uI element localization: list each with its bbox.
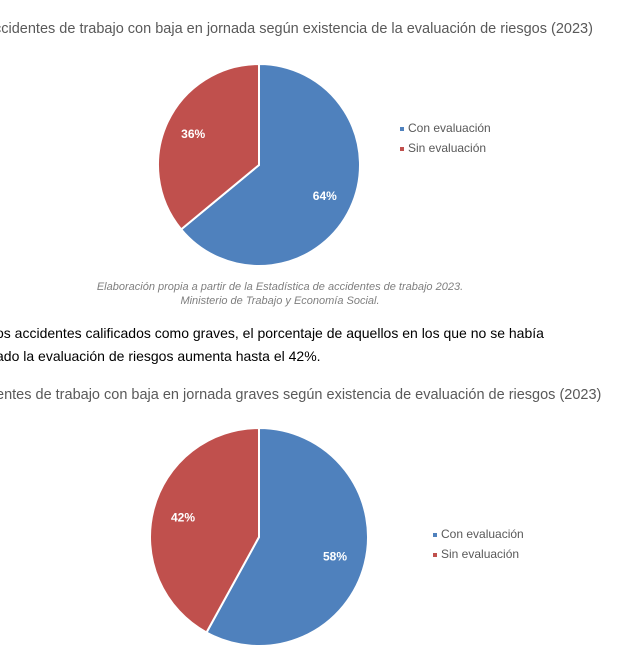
pie-2-legend-marker: [433, 553, 437, 557]
pie-1-data-label: 64%: [313, 189, 337, 203]
pie-2-legend-marker: [433, 533, 437, 537]
paragraph-line-2: ado la evaluación de riesgos aumenta has…: [0, 348, 321, 364]
pie-2-slice-con-evaluacion: [205, 426, 369, 647]
pie-2-data-label: 42%: [171, 510, 195, 524]
pie-1-legend-label: Sin evaluación: [408, 141, 486, 155]
pie-2-slice-sin-evaluacion: [149, 426, 260, 634]
pie-1-legend-marker: [400, 147, 404, 151]
pie-2-legend-label: Sin evaluación: [441, 547, 519, 561]
source-note-line-1: Elaboración propia a partir de la Estadí…: [96, 281, 464, 293]
pie-1-slice-sin-evaluacion: [157, 62, 260, 231]
pie-1-data-label: 36%: [181, 127, 205, 141]
chart-1-title: ccidentes de trabajo con baja en jornada…: [0, 21, 593, 37]
pie-1-legend-marker: [400, 127, 404, 131]
pie-1-legend-label: Con evaluación: [408, 121, 491, 135]
pie-2-data-label: 58%: [323, 550, 347, 564]
pie-1-slice-con-evaluacion: [179, 62, 361, 267]
chart-2-title: entes de trabajo con baja en jornada gra…: [0, 387, 602, 403]
paragraph-line-1: os accidentes calificados como graves, e…: [0, 325, 544, 341]
source-note-line-2: Ministerio de Trabajo y Economía Social.: [180, 295, 380, 307]
pie-2-legend-label: Con evaluación: [441, 527, 524, 541]
